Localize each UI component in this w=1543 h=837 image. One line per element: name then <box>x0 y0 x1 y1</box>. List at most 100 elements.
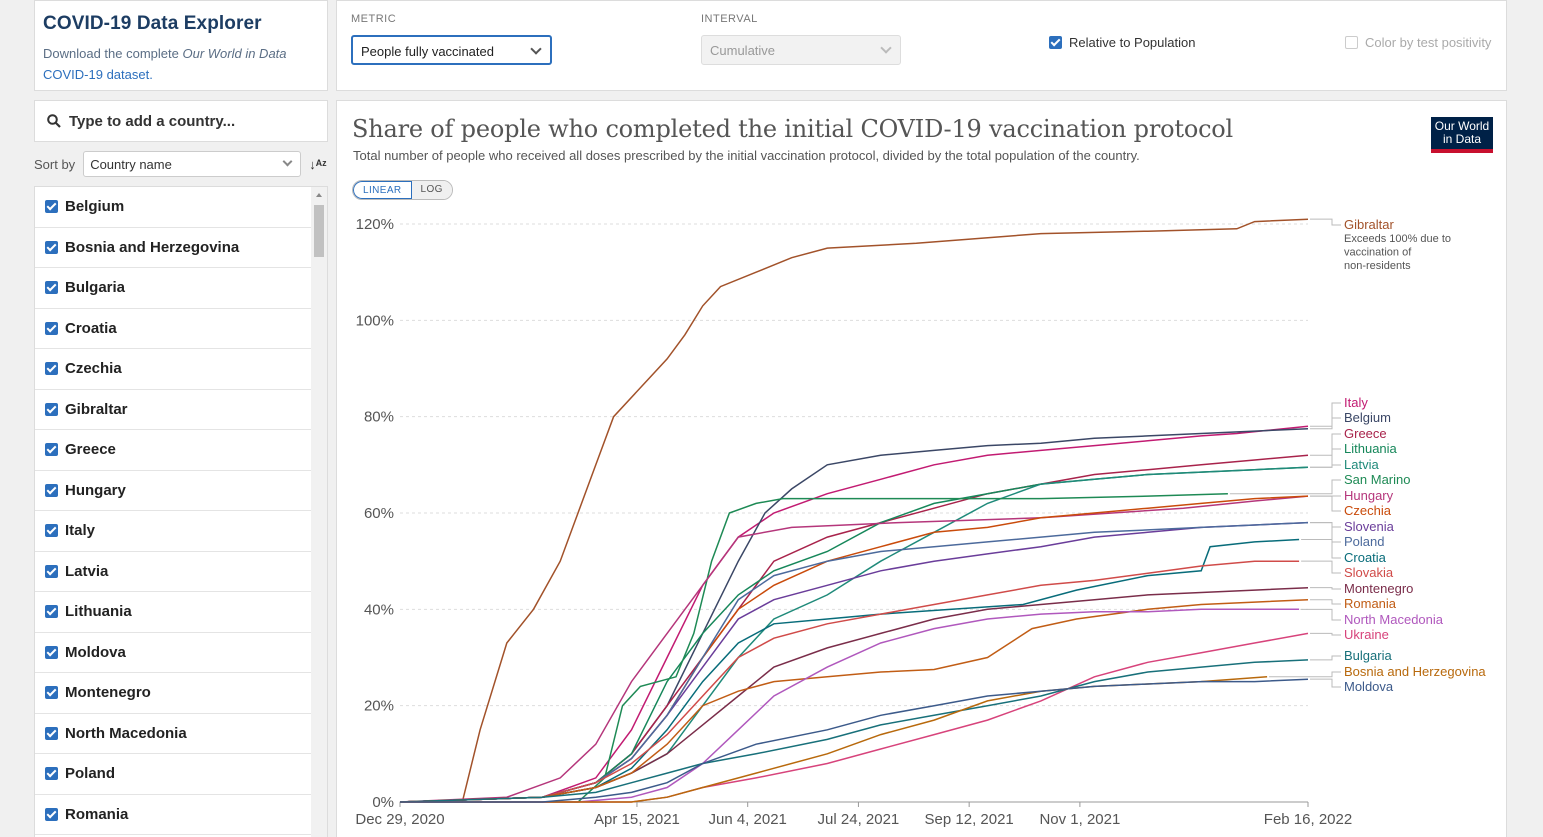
series-label: Slovenia <box>1344 519 1395 534</box>
country-name: Montenegro <box>65 684 151 702</box>
dataset-link[interactable]: Our World in Data <box>182 46 287 61</box>
country-name: Hungary <box>65 481 126 499</box>
series-line-poland <box>399 521 1309 803</box>
label-connector <box>1310 417 1341 430</box>
series-label: Belgium <box>1344 410 1391 425</box>
label-connector <box>1269 671 1341 678</box>
scroll-thumb[interactable] <box>314 205 324 257</box>
sort-row: Sort by Country name ↓ᴬᶻ <box>34 151 328 177</box>
checkbox-checked-icon[interactable] <box>45 362 58 376</box>
country-item[interactable]: North Macedonia <box>35 714 312 754</box>
checkbox-checked-icon[interactable] <box>45 321 58 335</box>
sort-direction-icon[interactable]: ↓ᴬᶻ <box>309 156 327 172</box>
label-connector <box>1310 632 1341 636</box>
series-label: Lithuania <box>1344 441 1398 456</box>
metric-dropdown[interactable]: People fully vaccinated <box>351 35 552 65</box>
checkbox-checked-icon[interactable] <box>45 483 58 497</box>
relative-to-population-toggle[interactable]: Relative to Population <box>1049 35 1195 50</box>
country-item[interactable]: Greece <box>35 430 312 471</box>
country-name: Croatia <box>65 319 117 337</box>
country-item[interactable]: Czechia <box>35 349 312 390</box>
checkbox-checked-icon[interactable] <box>45 767 58 781</box>
label-connector <box>1301 560 1341 574</box>
series-line-slovenia <box>399 521 1309 803</box>
country-item[interactable]: Bulgaria <box>35 268 312 309</box>
country-item[interactable]: Bosnia and Herzegovina <box>35 228 312 268</box>
series-line-romania <box>399 598 1309 803</box>
checkbox-checked-icon[interactable] <box>45 807 58 821</box>
scrollbar[interactable] <box>311 187 327 837</box>
country-item[interactable]: Belgium <box>35 187 312 228</box>
country-item[interactable]: Lithuania <box>35 592 312 633</box>
series-line-italy <box>399 425 1309 803</box>
checkbox-checked-icon[interactable] <box>45 726 58 740</box>
country-item[interactable]: Croatia <box>35 309 312 349</box>
series-line-montenegro <box>399 586 1309 803</box>
country-item[interactable]: Montenegro <box>35 673 312 714</box>
explorer-description: Download the complete Our World in Data C… <box>43 46 287 82</box>
owid-logo[interactable]: Our World in Data <box>1431 117 1493 153</box>
checkbox-checked-icon[interactable] <box>45 402 58 416</box>
label-connector <box>1301 538 1341 559</box>
series-line-belgium <box>399 427 1309 803</box>
series-line-croatia <box>399 538 1300 803</box>
country-name: Romania <box>65 805 129 823</box>
checkbox-checked-icon[interactable] <box>45 605 58 619</box>
chart-title: Share of people who completed the initia… <box>352 115 1234 143</box>
checkbox-checked-icon[interactable] <box>45 200 58 214</box>
chart-subtitle: Total number of people who received all … <box>353 148 1140 163</box>
country-item[interactable]: Poland <box>35 754 312 795</box>
country-item[interactable]: Romania <box>35 795 312 835</box>
sort-value: Country name <box>90 157 172 172</box>
y-tick-label: 120% <box>356 216 394 233</box>
country-name: Poland <box>65 765 116 783</box>
country-name: North Macedonia <box>65 724 187 742</box>
series-line-bosnia-and-herzegovina <box>400 676 1268 803</box>
metric-label: METRIC <box>351 13 397 25</box>
checkbox-checked-icon[interactable] <box>45 686 58 700</box>
y-tick-label: 40% <box>364 601 394 618</box>
checkbox-checked-icon[interactable] <box>45 524 58 538</box>
checkbox-checked-icon[interactable] <box>1049 36 1062 49</box>
country-name: Bosnia and Herzegovina <box>65 238 240 256</box>
series-line-north-macedonia <box>400 608 1300 803</box>
series-label: Romania <box>1344 596 1397 611</box>
country-item[interactable]: Hungary <box>35 471 312 511</box>
checkbox-checked-icon[interactable] <box>45 645 58 659</box>
dataset-link-2[interactable]: COVID-19 dataset. <box>43 67 153 82</box>
country-name: Italy <box>65 522 96 540</box>
scale-log-button[interactable]: LOG <box>411 181 452 199</box>
x-tick-label: Dec 29, 2020 <box>355 811 444 828</box>
country-item[interactable]: Italy <box>35 511 312 552</box>
checkbox-checked-icon[interactable] <box>45 240 58 254</box>
scroll-up-icon[interactable] <box>316 193 322 197</box>
x-tick-label: Jul 24, 2021 <box>818 811 900 828</box>
scale-linear-button[interactable]: LINEAR <box>353 181 412 199</box>
country-item[interactable]: Gibraltar <box>35 390 312 430</box>
search-icon <box>47 114 61 128</box>
country-search[interactable]: Type to add a country... <box>34 100 328 142</box>
series-label: Hungary <box>1344 488 1394 503</box>
checkbox-checked-icon[interactable] <box>45 564 58 578</box>
series-line-bulgaria <box>399 659 1309 803</box>
label-connector <box>1310 655 1341 661</box>
series-line-slovakia <box>399 560 1300 803</box>
series-label: Poland <box>1344 534 1384 549</box>
series-label: Bulgaria <box>1344 648 1392 663</box>
series-label: Latvia <box>1344 457 1379 472</box>
series-label: Gibraltar <box>1344 217 1395 232</box>
checkbox-checked-icon[interactable] <box>45 281 58 295</box>
label-connector <box>1310 522 1341 528</box>
series-label: Ukraine <box>1344 627 1389 642</box>
chart-panel: Share of people who completed the initia… <box>336 100 1507 837</box>
series-label: Moldova <box>1344 679 1394 694</box>
country-item[interactable]: Latvia <box>35 552 312 592</box>
series-label: Italy <box>1344 395 1368 410</box>
series-label: North Macedonia <box>1344 612 1444 627</box>
checkbox-checked-icon[interactable] <box>45 443 58 457</box>
series-label: San Marino <box>1344 472 1410 487</box>
line-chart: 0% 20% 40% 60% 80% 100% 120% Dec 29, 2020 Apr 15… <box>355 216 1486 828</box>
sort-dropdown[interactable]: Country name <box>83 151 302 177</box>
country-item[interactable]: Moldova <box>35 633 312 673</box>
country-name: Greece <box>65 441 116 459</box>
